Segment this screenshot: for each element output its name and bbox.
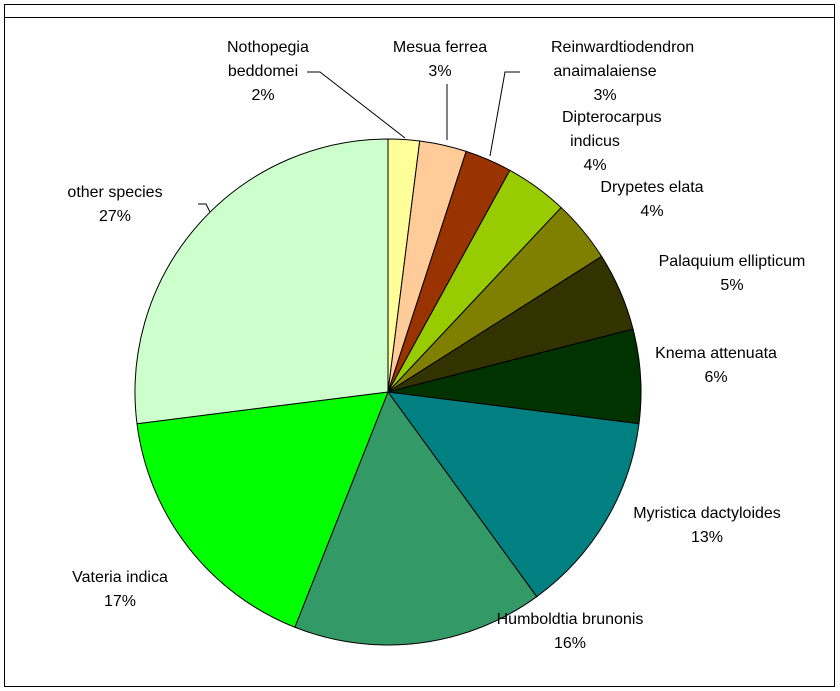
pie-slice	[134, 138, 389, 425]
slice-label: Mesua ferrea 3%	[393, 36, 487, 84]
pie-slice	[386, 391, 640, 598]
category-label: Knema attenuata	[655, 345, 777, 362]
category-label: Drypetes elata	[600, 179, 704, 196]
pie-slice	[136, 391, 389, 628]
slice-label: Myristica dactyloides 13%	[633, 502, 781, 550]
pie-slice	[294, 390, 538, 646]
category-label: Reinwardtiodendron anaimalaiense	[551, 39, 695, 80]
category-label: Dipterocarpus indicus	[562, 109, 662, 150]
value-label: 6%	[704, 369, 728, 386]
leader-line	[489, 71, 520, 157]
value-label: 5%	[720, 277, 744, 294]
value-label: 27%	[98, 208, 132, 225]
slice-label: Vateria indica 17%	[72, 566, 168, 614]
slice-label: Humboldtia brunonis 16%	[497, 608, 644, 656]
frame	[4, 4, 835, 687]
category-label: Vateria indica	[72, 569, 168, 586]
leader-lines	[198, 71, 520, 213]
pie	[134, 138, 642, 646]
leader-line	[198, 203, 211, 213]
value-label: 16%	[553, 635, 587, 652]
slice-label: Drypetes elata 4%	[600, 176, 703, 224]
category-label: Palaquium ellipticum	[658, 253, 806, 270]
leader-line	[307, 71, 406, 139]
slice-label: Nothopegia beddomei 2%	[227, 36, 309, 108]
category-label: Nothopegia beddomei	[227, 39, 309, 80]
category-label: Humboldtia brunonis	[496, 611, 644, 628]
value-label: 2%	[251, 87, 275, 104]
slice-label: other species 27%	[67, 181, 162, 229]
slice-label: Dipterocarpus indicus 4%	[562, 106, 662, 178]
value-label: 3%	[593, 87, 617, 104]
slice-label: Palaquium ellipticum 5%	[659, 250, 806, 298]
slice-label: Reinwardtiodendron anaimalaiense 3%	[551, 36, 695, 108]
slice-label: Knema attenuata 6%	[655, 342, 777, 390]
value-label: 4%	[640, 203, 664, 220]
value-label: 3%	[428, 63, 452, 80]
category-label: Mesua ferrea	[392, 39, 488, 56]
value-label: 13%	[690, 529, 724, 546]
category-label: other species	[67, 184, 163, 201]
category-label: Myristica dactyloides	[633, 505, 781, 522]
value-label: 17%	[103, 593, 137, 610]
value-label: 4%	[583, 157, 607, 174]
